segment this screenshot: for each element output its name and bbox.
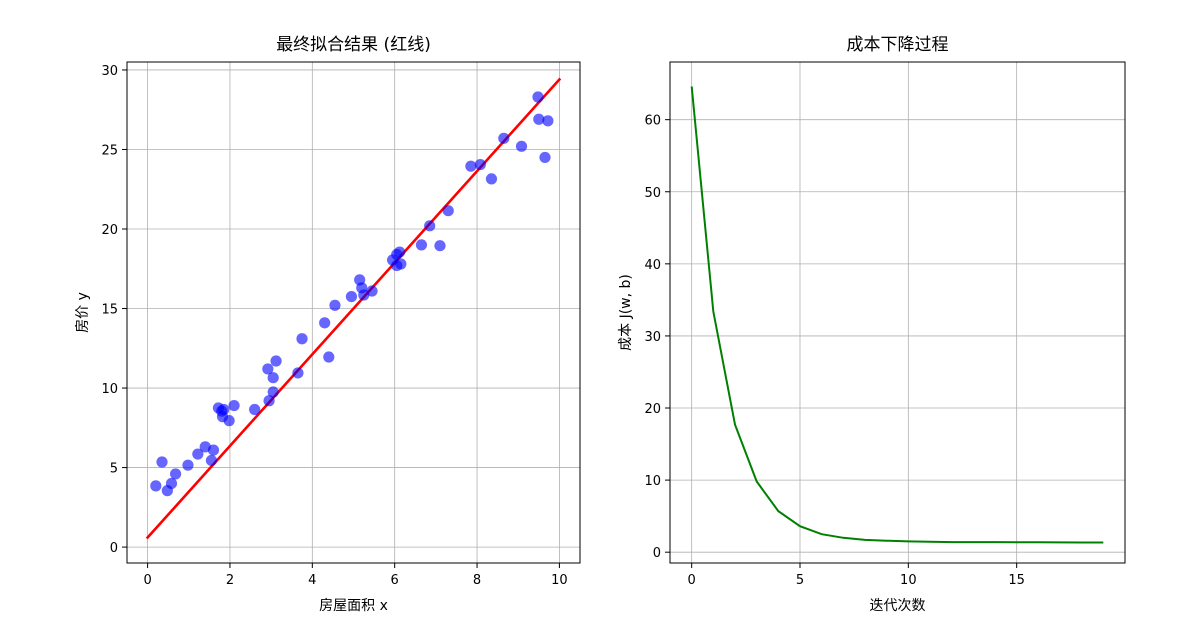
data-point (150, 480, 162, 492)
data-point (228, 399, 240, 412)
data-point (205, 454, 218, 467)
x-tick-label: 4 (308, 573, 316, 588)
data-point (415, 239, 428, 251)
data-point (532, 91, 544, 103)
data-point (192, 448, 204, 460)
data-point (263, 395, 275, 407)
axes-frame (669, 61, 1126, 564)
data-point (156, 456, 168, 468)
y-tick-label: 60 (644, 114, 661, 129)
data-point (270, 355, 282, 367)
data-point (249, 403, 261, 416)
y-tick-label: 5 (110, 462, 118, 477)
y-tick-label: 25 (101, 143, 118, 158)
chart-title: 成本下降过程 (847, 35, 949, 55)
y-tick-label: 40 (644, 258, 661, 273)
x-tick-label: 0 (143, 573, 151, 588)
x-tick-label: 0 (688, 573, 696, 588)
data-point (182, 459, 194, 471)
data-point (218, 403, 230, 416)
data-point (169, 468, 182, 480)
data-point (434, 240, 446, 252)
y-tick-label: 20 (644, 402, 661, 417)
chart-title: 最终拟合结果 (红线) (276, 35, 431, 55)
y-tick-label: 30 (101, 64, 118, 79)
data-point (498, 132, 510, 144)
y-tick-label: 0 (110, 541, 118, 556)
data-point (442, 205, 454, 217)
x-tick-label: 2 (226, 573, 234, 588)
data-point (395, 258, 407, 270)
data-point (323, 351, 335, 363)
data-point (465, 160, 477, 172)
axes-frame (126, 61, 581, 564)
data-point (267, 372, 279, 384)
data-point (474, 158, 486, 171)
y-axis-label: 成本 J(w, b) (618, 274, 634, 351)
y-tick-label: 30 (644, 330, 661, 345)
data-point (485, 173, 498, 185)
data-point (223, 415, 235, 427)
data-point (262, 363, 274, 375)
data-point (329, 299, 341, 311)
x-tick-label: 10 (900, 573, 917, 588)
data-point (366, 285, 378, 297)
data-point (207, 444, 220, 456)
data-point (394, 246, 406, 258)
fit-result-chart: 0 2 4 6 8 10 0 5 10 15 20 25 30 最终拟合结果 (红线) 房屋面积 x 房价 y (75, 35, 581, 614)
data-point (539, 151, 551, 164)
y-tick-label: 10 (644, 474, 661, 489)
data-point (165, 477, 178, 490)
data-point (267, 386, 279, 398)
data-point (345, 290, 358, 303)
data-point (533, 113, 545, 125)
data-point (319, 317, 331, 329)
y-tick-label: 15 (101, 303, 118, 318)
y-tick-label: 0 (653, 546, 661, 561)
data-point (296, 333, 308, 345)
data-point (515, 140, 528, 152)
data-point (424, 220, 436, 232)
x-axis-label: 房屋面积 x (319, 598, 388, 614)
cost-line (690, 86, 1104, 544)
x-axis-label: 迭代次数 (870, 598, 926, 614)
x-tick-label: 5 (796, 573, 804, 588)
y-tick-label: 20 (101, 223, 118, 238)
x-tick-label: 6 (391, 573, 399, 588)
y-tick-label: 50 (644, 186, 661, 201)
x-tick-label: 15 (1008, 573, 1025, 588)
y-tick-label: 10 (101, 382, 118, 397)
y-axis-label: 房价 y (75, 292, 91, 333)
data-point (292, 367, 304, 379)
x-tick-label: 8 (473, 573, 481, 588)
data-point (542, 115, 554, 127)
x-tick-label: 10 (551, 573, 568, 588)
